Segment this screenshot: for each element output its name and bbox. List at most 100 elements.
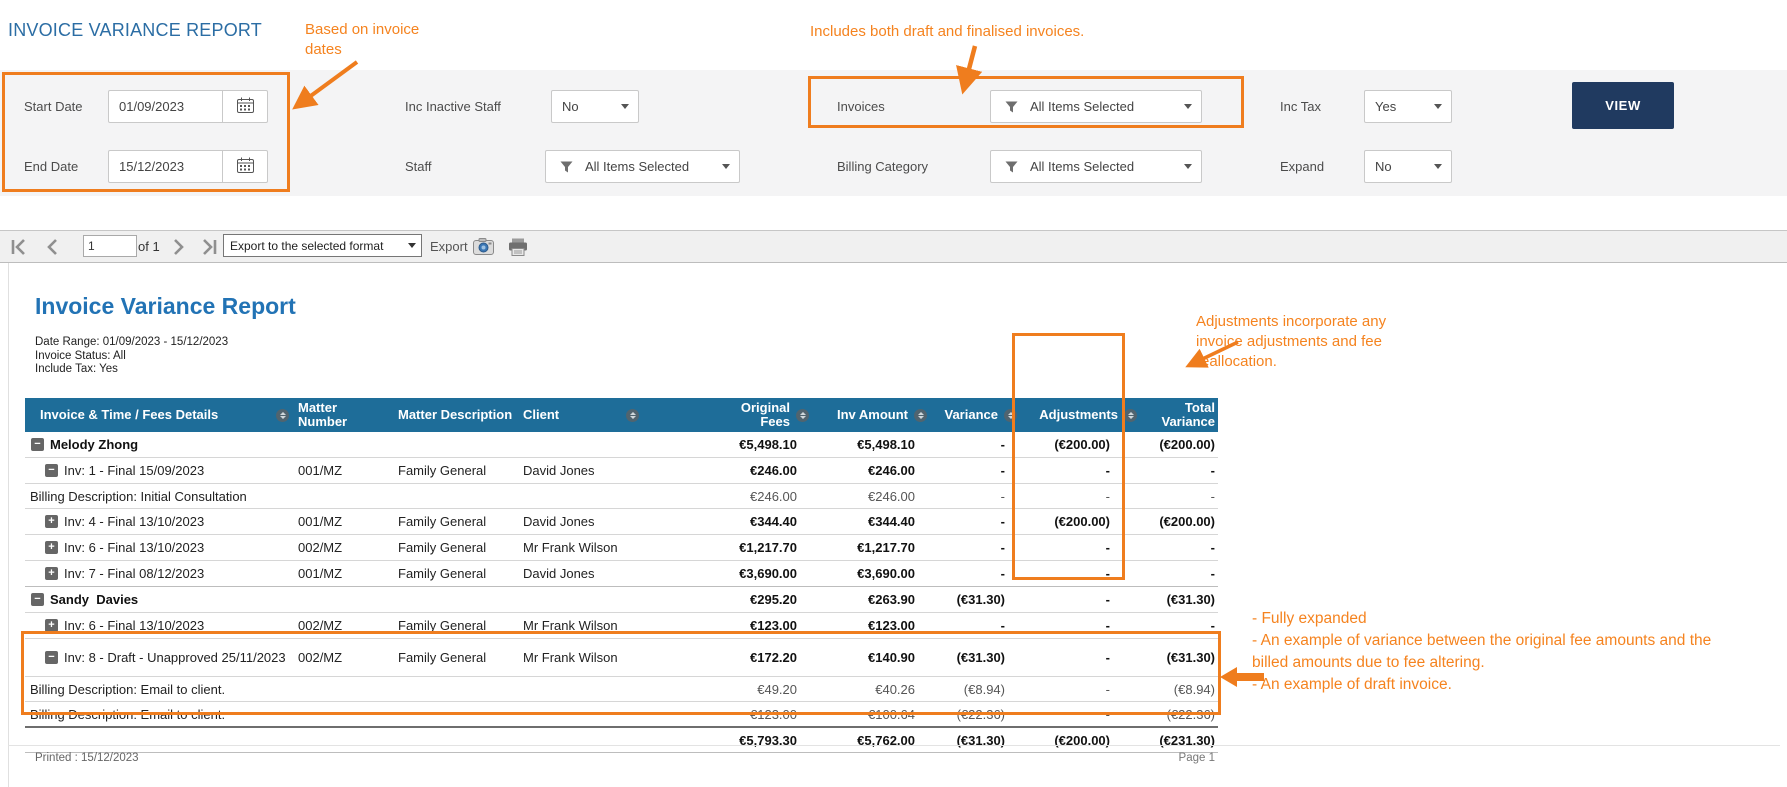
sort-icon[interactable]	[796, 408, 809, 422]
filter-icon	[560, 161, 573, 173]
print-preview-icon[interactable]	[473, 231, 494, 262]
staff-dropdown[interactable]: All Items Selected	[545, 150, 740, 183]
column-header-client[interactable]: Client	[520, 398, 645, 432]
annotation-based-on-invoice-dates: Based on invoice dates	[305, 21, 420, 58]
column-header-label: Total Variance	[1161, 400, 1216, 429]
start-date-input[interactable]: 01/09/2023	[108, 90, 268, 123]
expand-icon[interactable]: +	[45, 515, 58, 528]
original-fees-cell: €49.20	[757, 681, 797, 697]
end-date-value: 15/12/2023	[119, 159, 185, 174]
matter-description-cell	[395, 587, 520, 612]
invoices-label: Invoices	[837, 99, 885, 114]
column-header-invoice-time-fees-details[interactable]: Invoice & Time / Fees Details	[25, 398, 295, 432]
expand-icon[interactable]: +	[45, 541, 58, 554]
total-variance-cell: (€200.00)	[1159, 514, 1215, 529]
table-row: − Melody Zhong €5,498.10 €5,498.10 - (€200.00…	[25, 432, 1218, 457]
print-icon[interactable]	[508, 231, 528, 262]
column-header-label: Inv Amount	[836, 407, 908, 422]
table-row: + Inv: 4 - Final 13/10/2023 001/MZ Family G…	[25, 508, 1218, 534]
collapse-icon[interactable]: −	[31, 438, 44, 451]
column-header-inv-amount[interactable]: Inv Amount	[812, 398, 930, 432]
expand-icon[interactable]: +	[45, 619, 58, 632]
page-number-label: Page 1	[1178, 752, 1215, 764]
total-variance-cell: (€8.94)	[1173, 681, 1215, 697]
billing-category-dropdown[interactable]: All Items Selected	[990, 150, 1202, 183]
collapse-icon[interactable]: −	[45, 651, 58, 664]
report-page-left-edge	[8, 263, 9, 787]
row-label: Inv: 8 - Draft - Unapproved 25/11/2023	[64, 650, 286, 665]
export-format-value: Export to the selected format	[230, 238, 384, 253]
matter-number-cell	[295, 587, 395, 612]
chevron-down-icon	[1184, 164, 1192, 169]
collapse-icon[interactable]: −	[31, 593, 44, 606]
sort-icon[interactable]	[1004, 408, 1017, 422]
inc-tax-dropdown[interactable]: Yes	[1364, 90, 1452, 123]
matter-description-cell	[395, 702, 520, 726]
variance-cell: -	[1000, 514, 1005, 529]
matter-number-cell	[295, 677, 395, 701]
collapse-icon[interactable]: −	[45, 464, 58, 477]
sort-icon[interactable]	[1124, 408, 1137, 422]
variance-cell: -	[1000, 618, 1005, 633]
variance-cell: -	[1000, 437, 1005, 452]
matter-number-cell: 002/MZ	[298, 540, 343, 555]
invoices-dropdown[interactable]: All Items Selected	[990, 90, 1202, 123]
inc-inactive-staff-dropdown[interactable]: No	[551, 90, 639, 123]
chevron-down-icon	[1434, 104, 1442, 109]
table-row: − Inv: 8 - Draft - Unapproved 25/11/2023 0…	[25, 638, 1218, 676]
row-label: Melody Zhong	[50, 437, 139, 452]
row-label: Sandy Davies	[50, 592, 139, 607]
original-fees-cell: €295.20	[750, 592, 797, 607]
view-button[interactable]: VIEW	[1572, 82, 1674, 129]
invoices-value: All Items Selected	[1030, 99, 1135, 114]
staff-label: Staff	[405, 159, 432, 174]
next-page-icon[interactable]	[171, 231, 187, 262]
column-header-original-fees[interactable]: Original Fees	[645, 398, 812, 432]
matter-description-cell: Family General	[398, 566, 487, 581]
sort-icon[interactable]	[626, 408, 639, 422]
original-fees-cell: €172.20	[750, 650, 797, 665]
row-label: Inv: 4 - Final 13/10/2023	[64, 514, 205, 529]
adjustments-cell: -	[1105, 592, 1110, 607]
column-header-variance[interactable]: Variance	[930, 398, 1020, 432]
annotation-line: - Fully expanded	[1252, 610, 1367, 627]
client-cell: David Jones	[523, 566, 595, 581]
client-cell	[520, 702, 645, 726]
filter-panel	[0, 70, 1787, 196]
matter-number-cell: 001/MZ	[298, 463, 343, 478]
last-page-icon[interactable]	[200, 231, 218, 262]
page-number-input[interactable]	[83, 235, 137, 257]
report-meta-invoice-status: Invoice Status: All	[35, 349, 126, 362]
table-row: Billing Description: Email to client. €49…	[25, 676, 1218, 701]
report-viewer-toolbar: of 1 Export to the selected format Expor…	[0, 230, 1787, 263]
total-variance-cell: (€31.30)	[1166, 592, 1215, 607]
row-label: Inv: 6 - Final 13/10/2023	[64, 540, 205, 555]
invoice-variance-table: Invoice & Time / Fees Details Matter Numb…	[25, 398, 1218, 753]
calendar-button[interactable]	[222, 91, 267, 122]
previous-page-icon[interactable]	[44, 231, 60, 262]
column-header-matter-description: Matter Description	[395, 398, 520, 432]
report-title: Invoice Variance Report	[35, 293, 296, 319]
expand-dropdown[interactable]: No	[1364, 150, 1452, 183]
column-header-adjustments[interactable]: Adjustments	[1020, 398, 1140, 432]
export-format-select[interactable]: Export to the selected format	[223, 234, 422, 257]
table-row: − Inv: 1 - Final 15/09/2023 001/MZ Family G…	[25, 457, 1218, 483]
matter-description-cell: Family General	[398, 650, 487, 665]
matter-description-cell: Family General	[398, 514, 487, 529]
first-page-icon[interactable]	[10, 231, 28, 262]
total-variance-cell: -	[1210, 488, 1215, 504]
expand-icon[interactable]: +	[45, 567, 58, 580]
adjustments-cell: (€200.00)	[1054, 732, 1110, 748]
inc-tax-label: Inc Tax	[1280, 99, 1321, 114]
export-button[interactable]: Export	[430, 239, 468, 254]
sort-icon[interactable]	[276, 408, 289, 422]
calendar-button[interactable]	[222, 151, 267, 182]
total-variance-cell: (€231.30)	[1159, 732, 1215, 748]
inv-amount-cell: €100.64	[868, 706, 915, 722]
sort-icon[interactable]	[914, 408, 927, 422]
row-label: Inv: 6 - Final 13/10/2023	[64, 618, 205, 633]
end-date-input[interactable]: 15/12/2023	[108, 150, 268, 183]
total-variance-cell: (€31.30)	[1166, 650, 1215, 665]
matter-number-cell: 002/MZ	[298, 650, 343, 665]
end-date-label: End Date	[24, 159, 79, 174]
